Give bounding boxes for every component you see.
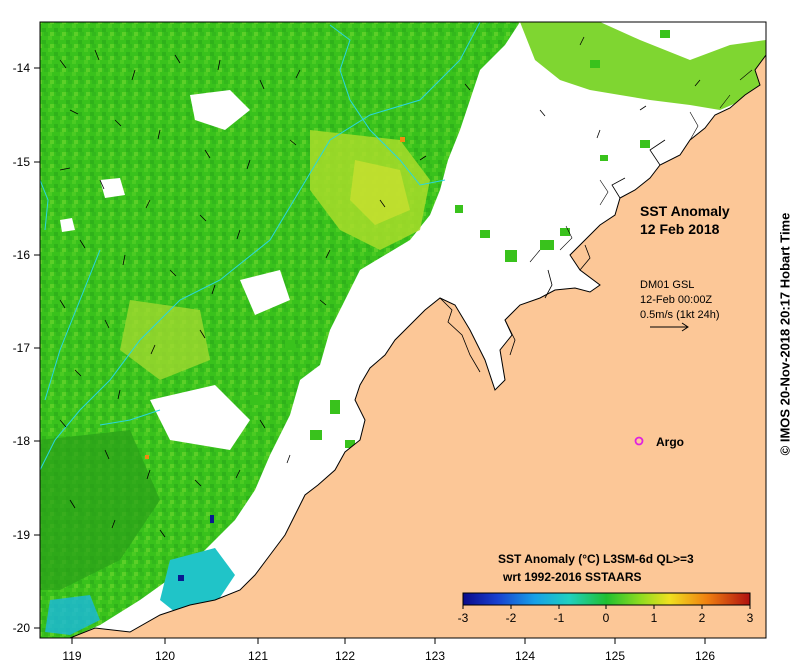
colorbar-tick-label: -3 bbox=[458, 611, 469, 625]
sst-cyan-patch-2 bbox=[45, 595, 100, 635]
lat-tick-label: -18 bbox=[13, 434, 31, 448]
isobath-200m bbox=[329, 24, 446, 186]
lat-tick-label: -15 bbox=[13, 155, 31, 169]
plot-frame bbox=[39, 21, 767, 639]
lon-tick-label: 123 bbox=[425, 649, 445, 663]
sst-data-northeast bbox=[520, 22, 766, 110]
colorbar-tick-label: 0 bbox=[603, 611, 610, 625]
sst-blue-dot-2 bbox=[210, 515, 214, 523]
colorbar-tick-label: 3 bbox=[747, 611, 754, 625]
isobath-200m-south bbox=[40, 179, 161, 426]
scattered-data-pixels bbox=[215, 30, 708, 448]
lon-tick-label: 119 bbox=[62, 649, 81, 663]
sst-dark-patch bbox=[40, 430, 160, 590]
lon-tick-label: 124 bbox=[515, 649, 535, 663]
lon-tick-label: 126 bbox=[695, 649, 715, 663]
colorbar-tick-label: -2 bbox=[506, 611, 517, 625]
lon-tick-label: 122 bbox=[335, 649, 355, 663]
map-date: 12 Feb 2018 bbox=[640, 221, 720, 237]
lat-axis bbox=[34, 67, 40, 629]
current-scale-label: 0.5m/s (1kt 24h) bbox=[640, 309, 719, 321]
colorbar-tick-label: -1 bbox=[554, 611, 565, 625]
map-title: SST Anomaly bbox=[640, 203, 730, 219]
sst-warm-patch-2 bbox=[350, 160, 410, 225]
lat-tick-label: -16 bbox=[13, 248, 31, 262]
current-source-label: DM01 GSL bbox=[640, 279, 694, 291]
lat-tick-label: -19 bbox=[13, 528, 31, 542]
lat-tick-label: -17 bbox=[13, 341, 31, 355]
current-time-label: 12-Feb 00:00Z bbox=[640, 294, 712, 306]
lon-tick-label: 125 bbox=[605, 649, 625, 663]
current-vectors bbox=[59, 36, 701, 538]
land-mass bbox=[69, 40, 766, 638]
colorbar-tick-label: 2 bbox=[699, 611, 706, 625]
sst-orange-dot-1 bbox=[400, 137, 405, 142]
sst-blue-dot-1 bbox=[178, 575, 184, 581]
cloud-gaps bbox=[60, 90, 352, 450]
coastline-detail-2 bbox=[529, 69, 753, 263]
imos-credit: © IMOS 20-Nov-2018 20:17 Hobart Time bbox=[777, 212, 793, 456]
colorbar bbox=[462, 592, 751, 606]
sst-orange-dot-2 bbox=[145, 455, 149, 459]
colorbar-tick-label: 1 bbox=[651, 611, 658, 625]
lon-tick-label: 120 bbox=[155, 649, 175, 663]
argo-label: Argo bbox=[656, 435, 684, 449]
lat-tick-label: -14 bbox=[13, 61, 31, 75]
colorbar-ticks bbox=[462, 605, 751, 609]
current-scale-arrow bbox=[650, 322, 689, 332]
isobath-1000m bbox=[40, 22, 481, 471]
colorbar-title: SST Anomaly (°C) L3SM-6d QL>=3 bbox=[498, 552, 694, 566]
lat-tick-label: -20 bbox=[13, 621, 31, 635]
coastline-detail-1 bbox=[439, 139, 666, 373]
argo-float-marker[interactable] bbox=[634, 436, 644, 446]
sst-warm-patch-3 bbox=[120, 300, 210, 380]
lon-tick-label: 121 bbox=[248, 649, 268, 663]
colorbar-subtitle: wrt 1992-2016 SSTAARS bbox=[502, 570, 642, 584]
lon-axis bbox=[71, 638, 706, 644]
isobath-2000m bbox=[44, 249, 101, 401]
